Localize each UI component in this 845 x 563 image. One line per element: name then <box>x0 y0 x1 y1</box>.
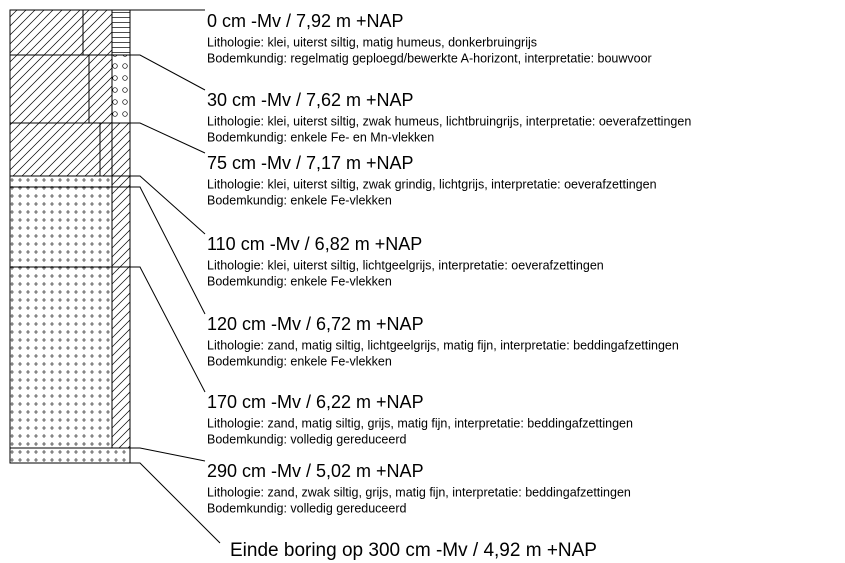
layer-cell <box>111 266 131 449</box>
layer-cell <box>88 54 113 124</box>
column <box>9 9 131 464</box>
layer-cell <box>111 9 131 56</box>
soil-note: Bodemkundig: enkele Fe-vlekken <box>207 193 392 207</box>
lithology: Lithologie: zand, matig siltig, lichtgee… <box>207 338 679 352</box>
layer-cell <box>9 9 84 56</box>
leader-line <box>130 186 206 315</box>
layer-cell <box>9 175 113 188</box>
layer-cell <box>111 186 131 268</box>
soil-note: Bodemkundig: enkele Fe-vlekken <box>207 274 392 288</box>
layer-cell <box>82 9 113 56</box>
depth-label: 170 cm -Mv / 6,22 m +NAP <box>207 392 424 412</box>
soil-note: Bodemkundig: volledig gereduceerd <box>207 432 406 446</box>
layer-cell <box>99 122 113 177</box>
leader-line <box>130 447 206 462</box>
lithology: Lithologie: klei, uiterst siltig, zwak h… <box>207 114 691 128</box>
depth-label: 30 cm -Mv / 7,62 m +NAP <box>207 90 414 110</box>
layer-cell <box>9 447 131 464</box>
lithology: Lithologie: klei, uiterst siltig, lichtg… <box>207 258 604 272</box>
layer-cell <box>9 54 90 124</box>
lithology: Lithologie: klei, uiterst siltig, matig … <box>207 35 537 49</box>
lithology: Lithologie: zand, matig siltig, grijs, m… <box>207 416 633 430</box>
labels: 0 cm -Mv / 7,92 m +NAP Lithologie: klei, … <box>112 9 691 544</box>
depth-label: 0 cm -Mv / 7,92 m +NAP <box>207 11 404 31</box>
leader-line <box>130 175 206 235</box>
layer-cell <box>111 175 131 188</box>
leader-line <box>130 266 206 393</box>
soil-note: Bodemkundig: enkele Fe-vlekken <box>207 354 392 368</box>
leader-line <box>130 462 221 544</box>
layer-cell <box>111 122 131 177</box>
leader-line <box>130 54 206 91</box>
depth-label: 120 cm -Mv / 6,72 m +NAP <box>207 314 424 334</box>
layer-cell <box>9 186 113 268</box>
leader-line <box>130 122 206 154</box>
layer-cell <box>9 266 113 449</box>
depth-label: 290 cm -Mv / 5,02 m +NAP <box>207 461 424 481</box>
layer-cell <box>9 122 101 177</box>
lithology: Lithologie: zand, zwak siltig, grijs, ma… <box>207 485 631 499</box>
soil-note: Bodemkundig: enkele Fe- en Mn-vlekken <box>207 130 434 144</box>
lithology: Lithologie: klei, uiterst siltig, zwak g… <box>207 177 657 191</box>
soil-note: Bodemkundig: volledig gereduceerd <box>207 501 406 515</box>
depth-label: 110 cm -Mv / 6,82 m +NAP <box>207 234 422 254</box>
depth-label: 75 cm -Mv / 7,17 m +NAP <box>207 153 414 173</box>
layer-cell <box>111 54 131 124</box>
end-label: Einde boring op 300 cm -Mv / 4,92 m +NAP <box>230 540 597 561</box>
soil-note: Bodemkundig: regelmatig geploegd/bewerkt… <box>207 51 652 65</box>
